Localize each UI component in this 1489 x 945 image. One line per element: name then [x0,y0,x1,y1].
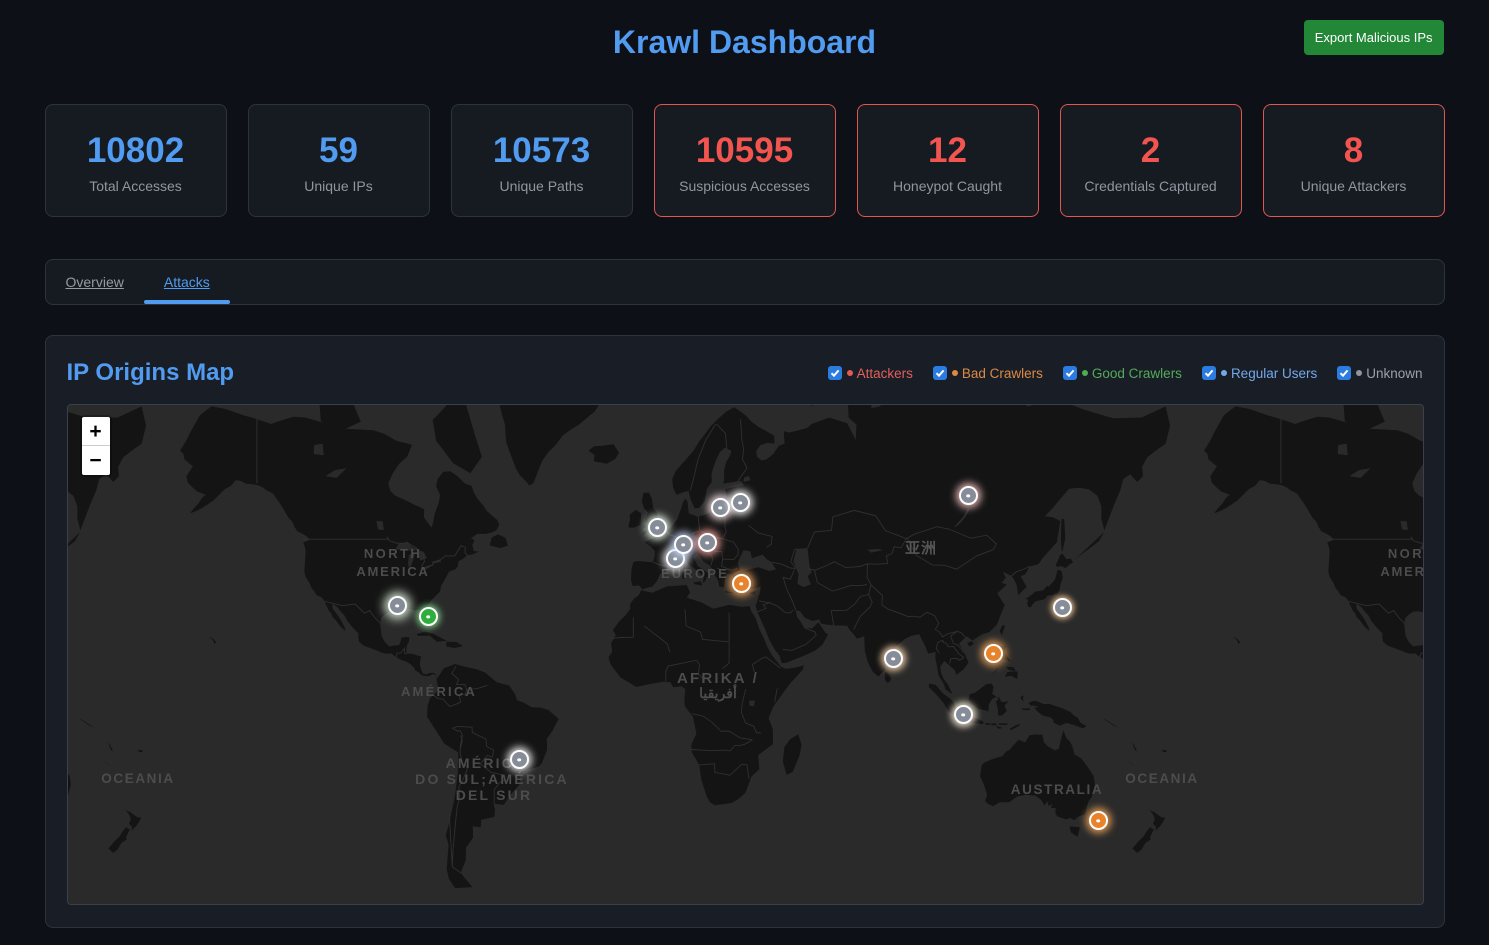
svg-text:DEL SUR: DEL SUR [455,787,532,803]
svg-text:DO SUL;AMÉRICA: DO SUL;AMÉRICA [415,771,569,787]
svg-text:NORTH: NORTH [1387,546,1423,561]
svg-text:AMÉRICA: AMÉRICA [445,755,526,771]
svg-text:أفريقيا: أفريقيا [699,683,737,702]
svg-text:AUSTRALIA: AUSTRALIA [1010,782,1102,797]
svg-text:AMÉRICA: AMÉRICA [400,684,476,699]
svg-text:OCEANIA: OCEANIA [101,771,174,786]
svg-text:OCEANIA: OCEANIA [1125,771,1198,786]
svg-text:EUROPE: EUROPE [660,566,728,581]
svg-text:AMERICA: AMERICA [1380,564,1424,579]
svg-text:亚洲: 亚洲 [904,540,936,557]
svg-text:AMERICA: AMERICA [356,564,429,579]
svg-text:NORTH: NORTH [363,546,421,561]
svg-text:AFRIKA /: AFRIKA / [676,670,758,687]
